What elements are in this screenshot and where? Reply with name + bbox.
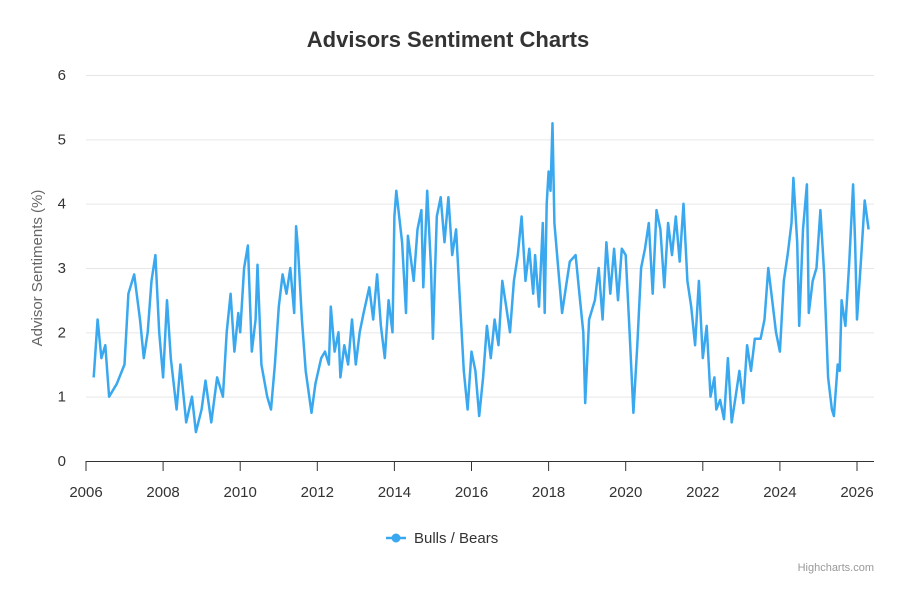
x-tick-label: 2010	[224, 484, 257, 501]
y-axis-label: Advisor Sentiments (%)	[29, 190, 46, 347]
series-line-bulls-bears	[92, 122, 870, 434]
x-tick-label: 2022	[686, 484, 719, 501]
y-tick-label: 4	[58, 196, 66, 213]
y-tick-label: 2	[58, 324, 66, 341]
y-tick-label: 1	[58, 389, 66, 406]
credits-link[interactable]: Highcharts.com	[798, 562, 874, 574]
legend-label: Bulls / Bears	[414, 530, 498, 547]
y-tick-label: 0	[58, 453, 66, 470]
y-tick-label: 5	[58, 131, 66, 148]
x-tick-label: 2006	[69, 484, 102, 501]
x-tick-label: 2020	[609, 484, 642, 501]
x-tick-label: 2024	[763, 484, 796, 501]
y-tick-label: 3	[58, 260, 66, 277]
y-tick-label: 6	[58, 67, 66, 84]
x-tick-label: 2016	[455, 484, 488, 501]
x-tick-label: 2026	[840, 484, 873, 501]
legend-marker-icon	[391, 533, 401, 543]
chart-title: Advisors Sentiment Charts	[307, 27, 589, 52]
x-tick-label: 2018	[532, 484, 565, 501]
x-tick-label: 2012	[301, 484, 334, 501]
legend-item-bulls-bears[interactable]: Bulls / Bears	[386, 530, 498, 547]
x-tick-label: 2014	[378, 484, 411, 501]
y-axis-ticks: 0 1 2 3 4 5 6	[58, 67, 66, 470]
grid-lines	[86, 75, 874, 398]
x-tick-label: 2008	[146, 484, 179, 501]
x-axis-ticks: 2006 2008 2010 2012 2014 2016 2018 2020 2022 2024…	[69, 461, 874, 501]
